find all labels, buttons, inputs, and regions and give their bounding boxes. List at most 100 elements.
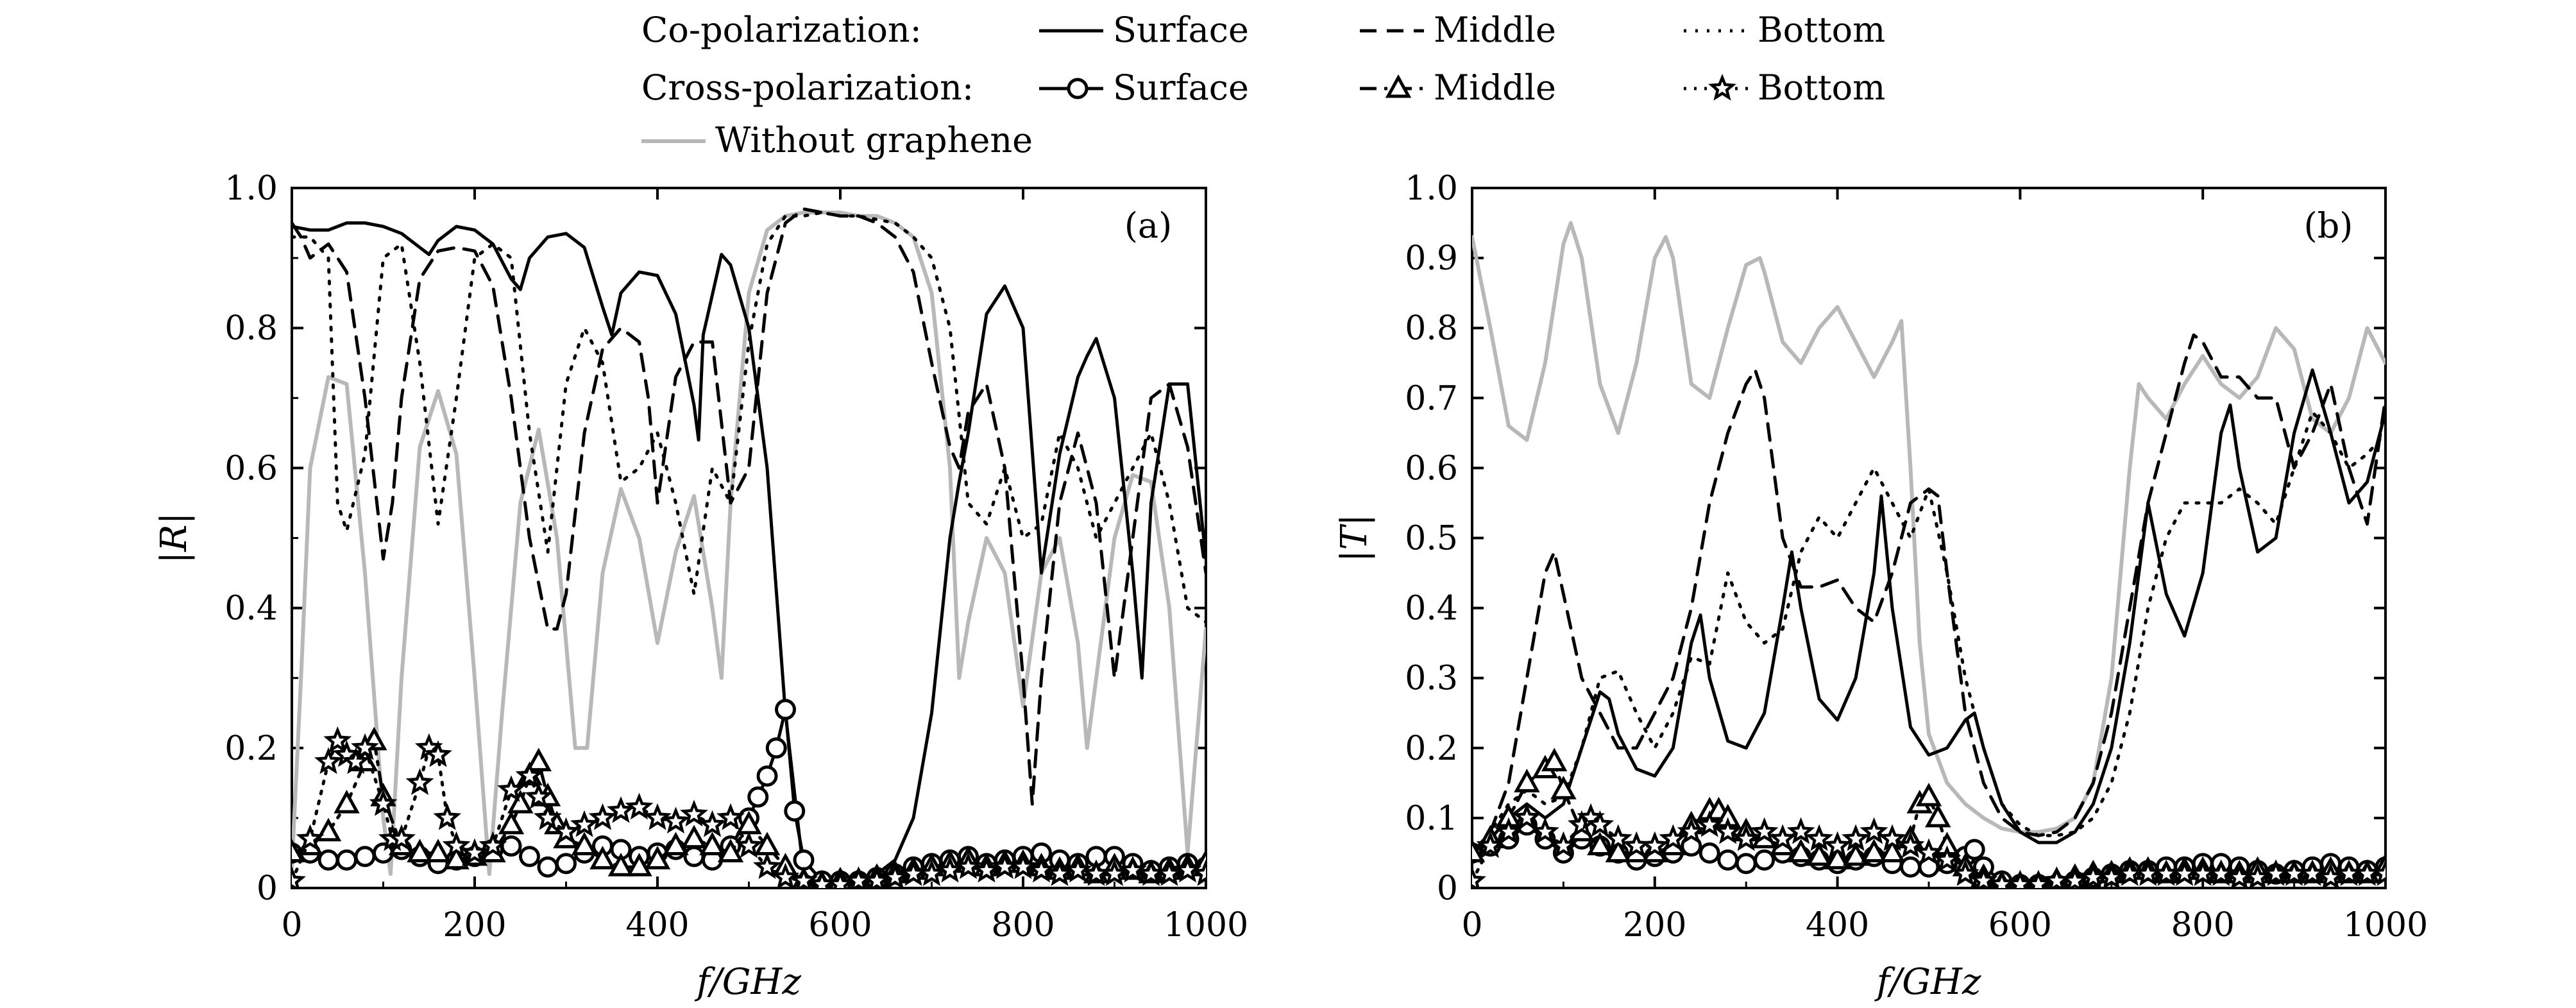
data-point-cr-bottom	[1100, 859, 1129, 886]
data-point-cr-bottom	[1513, 803, 1541, 830]
data-point-cr-middle	[663, 832, 689, 856]
x-tick-label: 600	[808, 906, 872, 944]
data-point-cr-bottom	[1119, 855, 1147, 883]
plot-area	[292, 207, 1206, 888]
data-point-cr-surface	[555, 853, 577, 875]
data-point-cr-surface	[354, 846, 376, 867]
data-point-cr-bottom	[1586, 810, 1614, 837]
data-point-cr-surface	[1717, 849, 1739, 871]
data-point-cr-middle	[507, 789, 534, 814]
data-point-cr-bottom	[2006, 869, 2035, 888]
data-point-cr-bottom	[588, 803, 617, 830]
data-point-cr-bottom	[1878, 824, 1906, 851]
legend: Co-polarization: Cross-polarization: Sur…	[641, 10, 1885, 160]
data-point-cr-middle	[699, 832, 725, 856]
data-point-cr-bottom	[1549, 831, 1578, 859]
data-point-cr-bottom	[1969, 866, 1998, 888]
y-tick-label: 1.0	[225, 169, 278, 208]
data-point-cr-bottom	[1677, 817, 1706, 844]
data-point-cr-bottom	[387, 824, 416, 851]
y-tick-label: 0.2	[225, 730, 278, 768]
data-point-cr-bottom	[1472, 866, 1486, 888]
x-axis-label: f/GHz	[1874, 961, 1981, 1003]
data-point-cr-bottom	[2024, 869, 2053, 888]
legend-marker-cr-surface	[1067, 78, 1089, 99]
data-point-cr-surface	[1754, 849, 1775, 871]
data-point-cr-bottom	[1915, 838, 1943, 866]
panel-label: (a)	[1124, 205, 1172, 246]
legend-label-co-middle: Middle	[1434, 10, 1556, 50]
data-point-cr-middle	[498, 810, 525, 835]
y-tick-label: 0.6	[225, 449, 278, 488]
legend-marker-cr-bottom	[1708, 73, 1736, 101]
data-point-cr-bottom	[1713, 817, 1742, 844]
y-tick-label: 0	[257, 869, 278, 908]
data-point-cr-bottom	[1732, 824, 1761, 851]
data-point-cr-middle	[589, 846, 616, 869]
x-tick-label: 800	[991, 906, 1055, 944]
data-point-cr-bottom	[826, 869, 854, 888]
data-point-cr-middle	[425, 839, 452, 862]
data-point-cr-bottom	[716, 803, 745, 830]
series-line-nog	[1472, 221, 2385, 834]
data-point-cr-bottom	[2371, 859, 2385, 886]
y-tick-label: 0.2	[1405, 730, 1458, 768]
data-point-cr-middle	[571, 832, 598, 856]
y-tick-label: 0.8	[225, 309, 278, 348]
data-point-cr-middle	[626, 853, 652, 876]
data-point-cr-middle	[1925, 803, 1951, 828]
data-point-cr-bottom	[917, 859, 946, 886]
series-line-co-bottom	[1472, 410, 2385, 855]
legend-label-cr-bottom: Bottom	[1758, 67, 1885, 108]
data-point-cr-bottom	[1786, 817, 1815, 844]
data-point-cr-bottom	[2243, 862, 2272, 888]
data-point-cr-middle	[607, 853, 634, 876]
data-point-cr-bottom	[698, 810, 727, 837]
data-point-cr-bottom	[2207, 859, 2235, 886]
series-line-nog	[292, 210, 1206, 876]
data-point-cr-bottom	[1046, 859, 1074, 886]
data-point-cr-surface	[1699, 842, 1720, 864]
data-point-cr-bottom	[1476, 831, 1505, 859]
y-tick-label: 0.8	[1405, 309, 1458, 348]
data-point-cr-bottom	[863, 866, 891, 888]
legend-marker-cr-middle	[1385, 74, 1412, 98]
data-point-cr-middle	[1472, 839, 1486, 862]
data-point-cr-bottom	[1173, 855, 1202, 883]
data-point-cr-bottom	[341, 747, 370, 774]
data-point-cr-bottom	[314, 747, 343, 774]
x-tick-label: 200	[443, 906, 506, 944]
legend-label-co-bottom: Bottom	[1758, 10, 1885, 50]
y-tick-label: 0.9	[1405, 239, 1458, 278]
data-point-cr-bottom	[790, 866, 818, 888]
data-point-cr-bottom	[936, 855, 964, 883]
data-point-cr-middle	[1541, 747, 1568, 772]
data-point-cr-bottom	[625, 792, 654, 820]
x-tick-label: 200	[1623, 906, 1686, 944]
data-point-cr-bottom	[1063, 855, 1092, 883]
data-point-cr-middle	[334, 789, 360, 814]
data-point-cr-surface	[537, 856, 559, 878]
data-point-cr-surface	[1963, 839, 1985, 860]
x-tick-label: 400	[1806, 906, 1869, 944]
x-tick-label: 400	[625, 906, 689, 944]
data-point-cr-surface	[683, 846, 705, 867]
data-point-cr-bottom	[1823, 831, 1852, 859]
data-point-cr-middle	[1550, 776, 1577, 799]
legend-label-cr-surface: Surface	[1113, 67, 1249, 108]
data-point-cr-surface	[775, 699, 796, 721]
y-tick-label: 0.3	[1405, 660, 1458, 698]
data-point-cr-bottom	[296, 824, 325, 851]
data-point-cr-middle	[525, 747, 552, 772]
data-point-cr-bottom	[1768, 824, 1797, 851]
data-point-cr-bottom	[323, 726, 352, 753]
panel-b-transmission-chart: 0 200 400 600 800 1000 0 0.1 0.2 0.3 0.4 0.5 0.6 0.7 0…	[1334, 169, 2428, 1003]
data-point-cr-surface	[500, 835, 522, 857]
panel-a-reflection-chart: 0 200 400 600 800 1000 0 0.2 0.4 0.6 0.8 1.0 f/GHz |R…	[153, 169, 1248, 1003]
data-point-cr-middle	[443, 846, 470, 869]
data-point-cr-middle	[1514, 769, 1540, 792]
data-point-cr-bottom	[1640, 831, 1669, 859]
y-tick-label: 0.4	[225, 590, 278, 628]
data-point-cr-bottom	[442, 831, 471, 859]
